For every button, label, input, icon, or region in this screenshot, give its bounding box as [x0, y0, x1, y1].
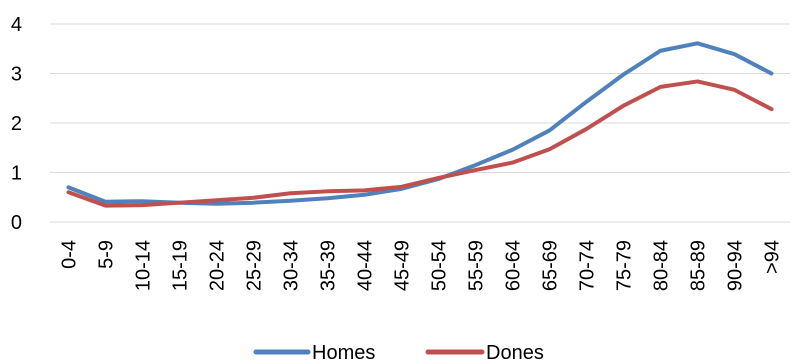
y-axis-tick-labels: 0 1 2 3 4 [11, 14, 22, 234]
series-lines [66, 41, 774, 208]
x-tick-label: 10-14 [133, 240, 155, 291]
x-tick-label: 20-24 [207, 240, 229, 291]
x-tick-label: 30-34 [281, 240, 303, 291]
legend: Homes Dones [253, 342, 544, 361]
legend-label-dones: Dones [486, 342, 544, 361]
x-axis-tick-labels: 0-4 5-9 10-14 15-19 20-24 25-29 30-34 35-39 40-4… [59, 240, 784, 291]
legend-label-homes: Homes [312, 342, 375, 361]
x-tick-label: 75-79 [614, 240, 636, 291]
x-tick-label: 50-54 [429, 240, 451, 291]
gridlines [50, 23, 790, 223]
x-tick-label: 0-4 [59, 240, 81, 269]
x-tick-label: 60-64 [503, 240, 525, 291]
x-tick-label: 55-59 [466, 240, 488, 291]
x-tick-label: 70-74 [577, 240, 599, 291]
x-tick-label: 40-44 [355, 240, 377, 291]
x-tick-label: 35-39 [318, 240, 340, 291]
series-line-dones [66, 79, 774, 208]
y-tick-label: 0 [11, 212, 22, 234]
x-tick-label: 5-9 [96, 240, 118, 269]
x-tick-label: 80-84 [651, 240, 673, 291]
x-tick-label: 90-94 [725, 240, 747, 291]
y-tick-label: 1 [11, 163, 22, 185]
y-tick-label: 4 [11, 14, 22, 36]
x-tick-label: 85-89 [688, 240, 710, 291]
x-tick-label: 25-29 [244, 240, 266, 291]
y-tick-label: 3 [11, 64, 22, 86]
y-tick-label: 2 [11, 113, 22, 135]
x-tick-label: 45-49 [392, 240, 414, 291]
x-tick-label: 65-69 [540, 240, 562, 291]
x-tick-label: >94 [762, 240, 784, 274]
x-tick-label: 15-19 [170, 240, 192, 291]
